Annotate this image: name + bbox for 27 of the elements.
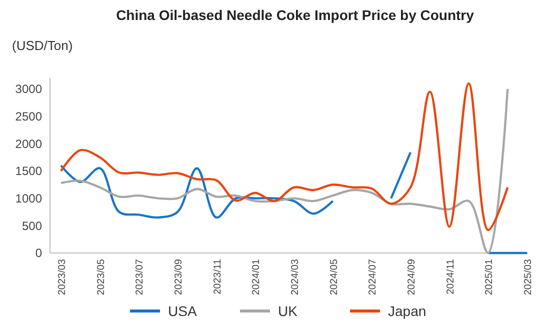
x-tick-label: 2023/03 (57, 258, 68, 296)
line-series (60, 88, 509, 254)
x-tick-label: 2024/09 (406, 258, 418, 296)
x-tick-label: 2023/09 (174, 258, 184, 296)
line-series (60, 82, 509, 232)
y-tick-label: 2000 (15, 136, 42, 151)
x-tick-label: 2023/05 (96, 258, 107, 296)
y-tick-label: 1000 (15, 192, 42, 206)
y-tick-label: 1500 (15, 164, 42, 178)
y-tick-label: 0 (35, 246, 42, 260)
x-tick-label: 2024/03 (290, 258, 301, 296)
y-tick-label: 3000 (15, 82, 42, 96)
x-tick-label: 2024/07 (368, 258, 379, 296)
x-tick-label: 2024/01 (251, 258, 262, 296)
x-tick-label: 2024/11 (445, 258, 456, 294)
x-tick-label: 2025/03 (523, 258, 534, 296)
chart-title: China Oil-based Needle Coke Import Price by Country (116, 7, 474, 23)
x-tick-label: 2023/11 (212, 258, 224, 294)
legend-label: Japan (388, 302, 426, 319)
legend-label: USA (168, 302, 198, 319)
y-tick-label: 2500 (15, 109, 42, 124)
x-tick-label: 2024/05 (328, 258, 340, 296)
y-tick-label: 500 (22, 218, 42, 233)
x-tick-label: 2025/01 (484, 258, 496, 296)
y-axis-title: (USD/Ton) (12, 38, 73, 53)
x-tick-label: 2023/07 (134, 258, 146, 296)
legend-label: UK (278, 302, 298, 319)
